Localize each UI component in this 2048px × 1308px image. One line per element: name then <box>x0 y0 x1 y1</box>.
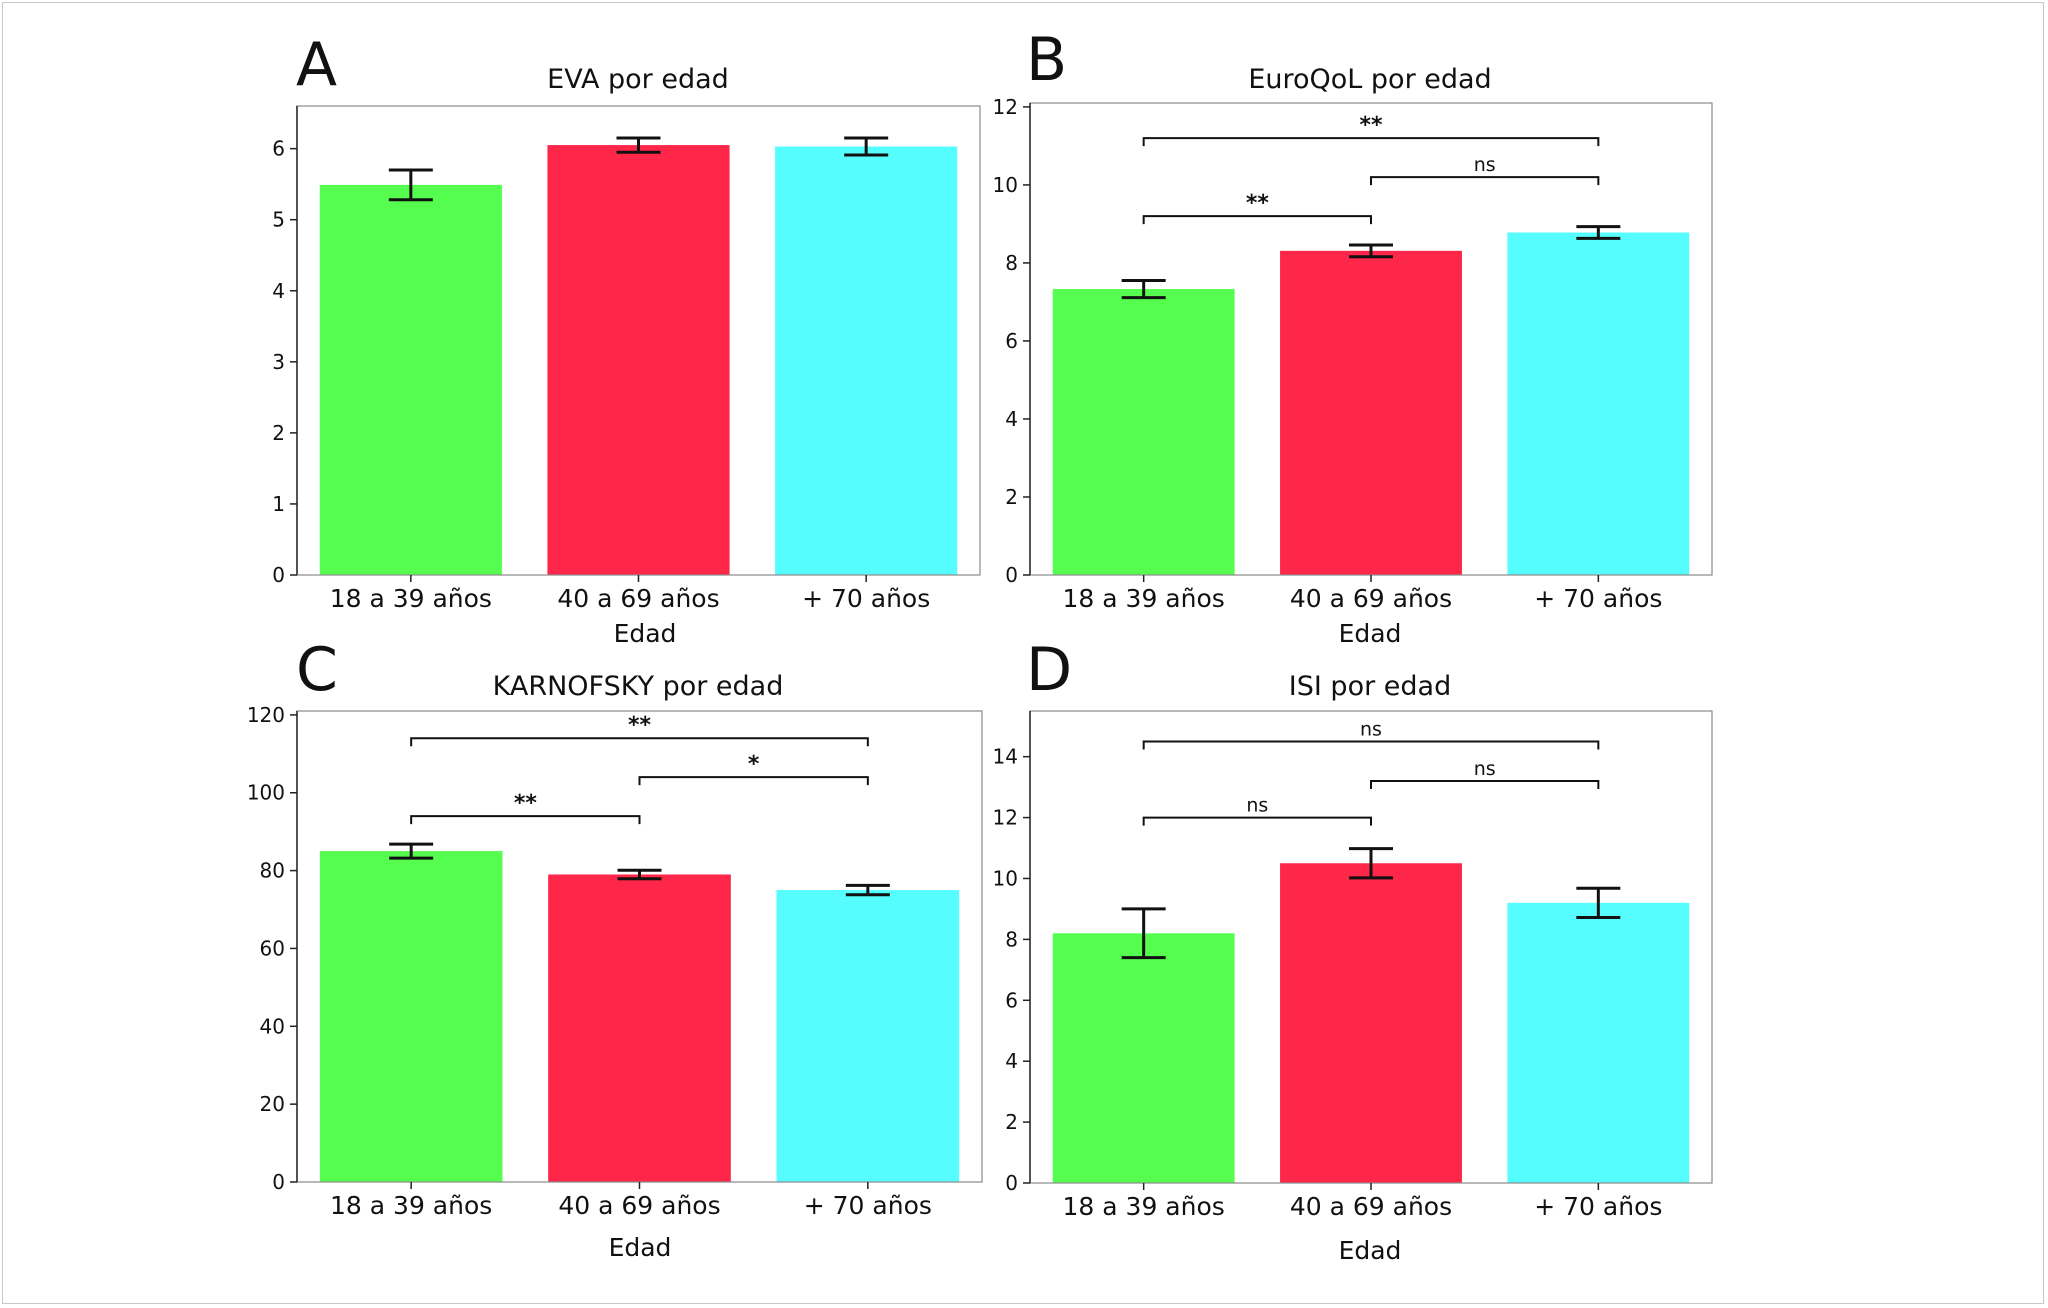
bar <box>319 184 502 576</box>
y-tick-label: 80 <box>260 859 285 883</box>
y-tick-label: 2 <box>1005 485 1018 509</box>
y-tick-label: 120 <box>247 703 285 727</box>
significance-bracket <box>638 776 869 786</box>
x-axis-label: Edad <box>1339 619 1402 648</box>
chart-title: EVA por edad <box>547 64 729 95</box>
bar <box>1507 232 1690 575</box>
chart-title: KARNOFSKY por edad <box>493 671 784 702</box>
y-tick-label: 0 <box>1005 563 1018 587</box>
bar <box>776 890 960 1182</box>
significance-bracket <box>1142 137 1600 147</box>
bar <box>1507 902 1690 1183</box>
significance-label: ns <box>1246 795 1268 817</box>
y-tick-label: 4 <box>1005 1049 1018 1073</box>
significance-bracket <box>1370 176 1600 186</box>
x-tick-label: + 70 años <box>1534 1192 1662 1221</box>
bar <box>1052 289 1235 575</box>
significance-label: ns <box>1474 758 1496 780</box>
significance-label: ** <box>628 713 652 738</box>
bar <box>1052 933 1235 1183</box>
y-tick-label: 2 <box>1005 1110 1018 1134</box>
panel-letter: B <box>1026 25 1067 95</box>
chart-marks: ns ns ns 0 2 4 6 8 10 12 14 18 a 39 años 40 a 69 año… <box>993 710 1713 1221</box>
panel-letter: D <box>1026 635 1072 705</box>
bar <box>548 874 731 1182</box>
y-tick-label: 6 <box>1005 329 1018 353</box>
chart-marks: ** ns ** 0 2 4 6 8 10 12 18 a 39 años 40 a 69 años +… <box>993 95 1713 613</box>
y-tick-label: 0 <box>1005 1171 1018 1195</box>
y-tick-label: 12 <box>993 95 1018 119</box>
x-tick-label: + 70 años <box>802 584 930 613</box>
bar <box>775 146 958 575</box>
y-tick-label: 40 <box>260 1014 285 1038</box>
y-tick-label: 3 <box>272 350 285 374</box>
panel-b: B EuroQoL por edad Edad ** ns ** 0 2 4 6 8 10 12 1… <box>993 25 1713 648</box>
y-tick-label: 6 <box>1005 988 1018 1012</box>
y-tick-label: 10 <box>993 866 1018 890</box>
significance-bracket <box>1370 780 1600 790</box>
bar <box>547 145 730 576</box>
significance-label: ns <box>1474 154 1496 176</box>
significance-bracket <box>1142 816 1372 826</box>
x-tick-label: + 70 años <box>804 1191 932 1220</box>
y-tick-label: 0 <box>272 1170 285 1194</box>
bar <box>319 851 503 1182</box>
x-axis-label: Edad <box>614 619 677 648</box>
y-tick-label: 14 <box>993 745 1018 769</box>
panel-c: C KARNOFSKY por edad Edad *****020406080… <box>247 635 983 1262</box>
chart-title: EuroQoL por edad <box>1248 64 1491 95</box>
significance-label: * <box>748 752 760 777</box>
significance-label: ** <box>1246 191 1270 216</box>
y-tick-label: 60 <box>260 936 285 960</box>
x-tick-label: 40 a 69 años <box>1290 584 1452 613</box>
significance-bracket <box>1142 215 1372 225</box>
x-axis-label: Edad <box>609 1233 672 1262</box>
panel-a: A EVA por edad Edad 0 1 2 3 4 5 6 18 a 39 años 4… <box>272 30 981 648</box>
x-tick-label: 18 a 39 años <box>1063 1192 1225 1221</box>
y-tick-label: 5 <box>272 208 285 232</box>
panel-letter: C <box>296 635 338 705</box>
y-tick-label: 2 <box>272 421 285 445</box>
x-axis-label: Edad <box>1339 1236 1402 1265</box>
x-tick-label: 18 a 39 años <box>1063 584 1225 613</box>
y-tick-label: 20 <box>260 1092 285 1116</box>
chart-title: ISI por edad <box>1289 671 1451 702</box>
y-tick-label: 8 <box>1005 251 1018 275</box>
significance-label: ** <box>1359 113 1383 138</box>
y-tick-label: 0 <box>272 563 285 587</box>
x-tick-label: 18 a 39 años <box>330 1191 492 1220</box>
significance-bracket <box>410 815 641 825</box>
y-tick-label: 10 <box>993 173 1018 197</box>
y-tick-label: 8 <box>1005 927 1018 951</box>
chart-marks: 0 1 2 3 4 5 6 18 a 39 años 40 a 69 años + 70 años <box>272 105 981 613</box>
y-tick-label: 6 <box>272 137 285 161</box>
panel-letter: A <box>296 30 337 100</box>
x-tick-label: 40 a 69 años <box>1290 1192 1452 1221</box>
y-tick-label: 4 <box>1005 407 1018 431</box>
bar <box>1280 250 1462 576</box>
y-tick-label: 100 <box>247 781 285 805</box>
x-tick-label: 40 a 69 años <box>557 584 719 613</box>
significance-bracket <box>410 737 869 747</box>
y-tick-label: 4 <box>272 279 285 303</box>
x-tick-label: + 70 años <box>1534 584 1662 613</box>
y-tick-label: 12 <box>993 806 1018 830</box>
panel-d: D ISI por edad Edad ns ns ns 0 2 4 6 8 10 12 14 18 … <box>993 635 1713 1265</box>
significance-label: ns <box>1360 718 1382 740</box>
y-tick-label: 1 <box>272 492 285 516</box>
x-tick-label: 18 a 39 años <box>330 584 492 613</box>
bar <box>1280 863 1462 1183</box>
significance-bracket <box>1142 740 1600 750</box>
significance-label: ** <box>514 791 538 816</box>
x-tick-label: 40 a 69 años <box>558 1191 720 1220</box>
